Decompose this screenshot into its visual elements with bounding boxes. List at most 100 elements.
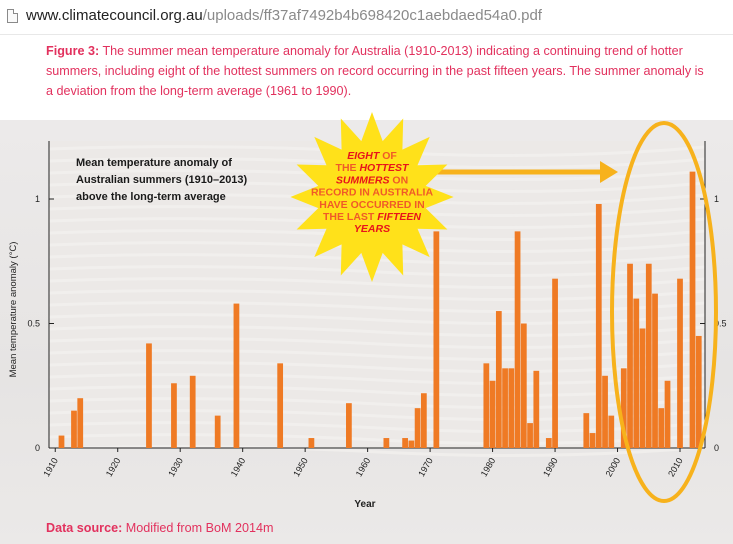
bar xyxy=(520,323,527,448)
starburst-text: ON xyxy=(390,174,409,186)
bar xyxy=(502,368,508,448)
x-tick-label: 2010 xyxy=(666,456,685,478)
texture-line xyxy=(48,265,706,278)
bar xyxy=(77,398,84,448)
starburst-emphasis: SUMMERS xyxy=(336,174,390,186)
texture-line xyxy=(48,301,706,314)
starburst-emphasis: HOTTEST xyxy=(359,162,410,174)
starburst-line: EIGHT OF xyxy=(347,150,397,162)
starburst-line: RECORD IN AUSTRALIA xyxy=(311,187,434,199)
y-tick-label: 0 xyxy=(35,443,40,453)
data-source: Data source: Modified from BoM 2014m xyxy=(46,521,273,535)
bar xyxy=(583,413,590,448)
bar xyxy=(414,408,421,448)
texture-line xyxy=(48,289,706,302)
x-tick-label: 1990 xyxy=(541,456,560,478)
starburst-emphasis: FIFTEEN xyxy=(377,211,421,223)
bar xyxy=(639,328,646,448)
chart-title-line: Mean temperature anomaly of xyxy=(76,157,232,169)
data-source-text: Modified from BoM 2014m xyxy=(122,521,274,535)
x-tick-label: 2000 xyxy=(604,456,623,478)
chart-title-line: Australian summers (1910–2013) xyxy=(76,174,248,186)
bar xyxy=(346,403,352,448)
highlight-ellipse xyxy=(610,121,718,503)
bar xyxy=(533,370,540,448)
starburst-line: SUMMERS ON xyxy=(336,174,408,186)
bar xyxy=(527,423,533,448)
y-tick-label: 1 xyxy=(35,194,40,204)
starburst-text: THE LAST xyxy=(323,211,377,223)
y-tick-label-right: 0 xyxy=(714,443,719,453)
x-tick-label: 1980 xyxy=(479,456,498,478)
texture-line xyxy=(48,337,706,350)
bar xyxy=(495,311,502,448)
caption-label: Figure 3: xyxy=(46,44,100,58)
bar xyxy=(433,231,440,448)
starburst-line: THE LAST FIFTEEN xyxy=(323,211,421,223)
bar xyxy=(508,368,515,448)
starburst-shape xyxy=(290,112,454,282)
chart-title-line: above the long-term average xyxy=(76,191,226,203)
bar xyxy=(408,440,415,448)
page-icon xyxy=(7,9,18,23)
arrow-head xyxy=(600,161,618,183)
x-tick-label: 1920 xyxy=(104,456,123,478)
y-axis-label: Mean temperature anomaly (°C) xyxy=(8,242,19,378)
caption-text: The summer mean temperature anomaly for … xyxy=(46,44,704,98)
bar xyxy=(633,298,640,448)
url-text[interactable]: www.climatecouncil.org.au/uploads/ff37af… xyxy=(26,7,542,24)
x-tick-label: 1970 xyxy=(416,456,435,478)
bar xyxy=(214,415,221,448)
x-tick-label: 1950 xyxy=(291,456,310,478)
bar xyxy=(308,438,315,448)
bar xyxy=(620,368,627,448)
starburst-line: YEARS xyxy=(354,223,390,235)
bar xyxy=(383,438,390,448)
starburst-emphasis: YEARS xyxy=(354,223,390,235)
bar xyxy=(627,263,633,448)
bar xyxy=(645,263,652,448)
bar xyxy=(658,408,665,448)
figure-caption: Figure 3: The summer mean temperature an… xyxy=(46,41,706,101)
bar xyxy=(233,303,240,448)
x-axis-label: Year xyxy=(354,499,375,510)
bar xyxy=(552,278,558,448)
address-bar[interactable]: www.climatecouncil.org.au/uploads/ff37af… xyxy=(0,0,733,35)
bar xyxy=(595,203,602,448)
bar xyxy=(677,278,683,448)
bar xyxy=(602,375,608,448)
bar xyxy=(589,433,596,448)
texture-line xyxy=(48,325,706,338)
y-tick-label: 0.5 xyxy=(27,319,40,329)
x-tick-label: 1940 xyxy=(229,456,248,478)
starburst-text: THE xyxy=(336,162,360,174)
data-source-label: Data source: xyxy=(46,521,123,535)
bar xyxy=(652,293,658,448)
starburst-line: THE HOTTEST xyxy=(336,162,411,174)
y-tick-label-right: 1 xyxy=(714,194,719,204)
starburst-text: HAVE OCCURRED IN xyxy=(319,199,424,211)
bar xyxy=(489,380,496,448)
bar xyxy=(608,415,615,448)
url-path: /uploads/ff37af7492b4b698420c1aebdaed54a… xyxy=(202,7,542,24)
bar xyxy=(420,393,427,448)
bar xyxy=(58,435,65,448)
bar xyxy=(71,410,77,448)
bar xyxy=(664,380,671,448)
bar xyxy=(189,375,196,448)
y-tick-label-right: 0.5 xyxy=(714,319,727,329)
x-tick-label: 1960 xyxy=(354,456,373,478)
bar xyxy=(689,171,696,449)
bar xyxy=(402,438,408,448)
x-tick-label: 1910 xyxy=(41,456,60,478)
bar xyxy=(277,363,284,448)
bar xyxy=(545,438,552,448)
starburst-emphasis: EIGHT xyxy=(347,150,381,162)
starburst-text: OF xyxy=(379,150,397,162)
starburst-text: RECORD IN AUSTRALIA xyxy=(311,187,434,199)
starburst-line: HAVE OCCURRED IN xyxy=(319,199,424,211)
texture-line xyxy=(48,277,706,290)
bar xyxy=(514,231,521,448)
texture-line xyxy=(48,313,706,326)
